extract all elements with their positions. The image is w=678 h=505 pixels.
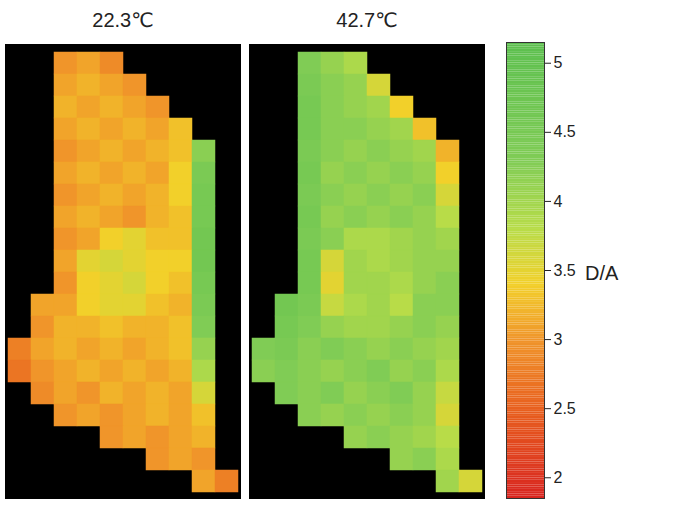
svg-text:4.5: 4.5 (554, 123, 576, 140)
svg-text:4: 4 (554, 193, 563, 210)
svg-text:3: 3 (554, 331, 563, 348)
svg-text:3.5: 3.5 (554, 262, 576, 279)
svg-text:5: 5 (554, 54, 563, 71)
html-text:22.3℃: 22.3℃ (92, 9, 154, 31)
html-text:42.7℃: 42.7℃ (336, 9, 398, 31)
svg-text:2: 2 (554, 469, 563, 486)
html-text:D/A: D/A (585, 262, 619, 284)
svg-text:2.5: 2.5 (554, 400, 576, 417)
